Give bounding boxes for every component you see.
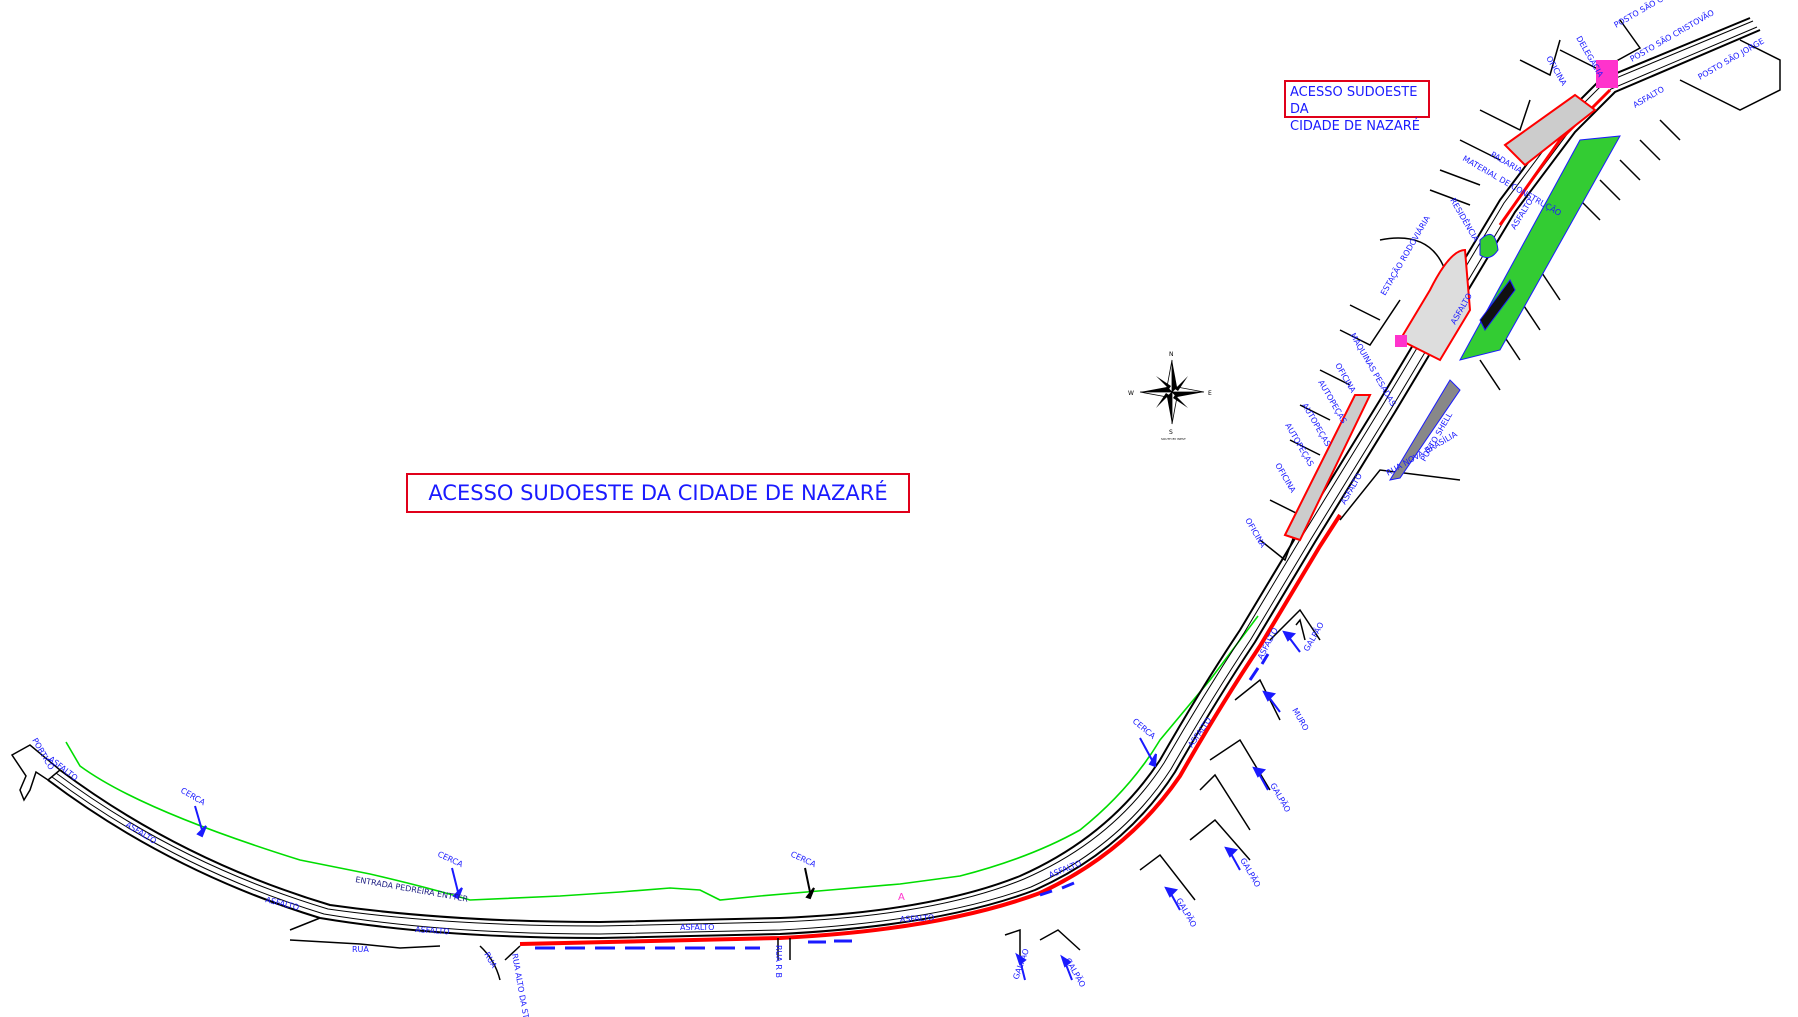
label-autopecas-1: AUTOPEÇAS [1283, 422, 1315, 469]
label-asfalto-13: ASFALTO [1632, 85, 1666, 110]
compass-n: N [1169, 351, 1174, 358]
magenta-markers [1395, 60, 1618, 347]
main-road-inner-north [55, 20, 1754, 927]
label-galpao-5: GALPÃO [1268, 781, 1293, 814]
compass-e: E [1208, 390, 1212, 397]
west-end-portico [10, 744, 62, 802]
label-asfalto-10: ASFALTO [1339, 472, 1364, 506]
label-asfalto-6: ASFALTO [900, 913, 935, 924]
label-rua-1: RUA [352, 945, 369, 954]
label-cerca-4: CERCA [1131, 717, 1158, 741]
compass-rose: N S E W SOUTH BY WEST [1128, 351, 1212, 441]
label-autopecas-3: AUTOPEÇAS [1316, 379, 1348, 426]
label-oficina-4: OFICINA [1544, 55, 1568, 88]
label-estacao-rodoviaria: ESTAÇÃO RODOVIÁRIA [1377, 213, 1432, 297]
main-road-edge-south [47, 29, 1761, 940]
label-oficina-2: OFICINA [1273, 462, 1297, 495]
label-asfalto-5: ASFALTO [680, 923, 714, 932]
plaza-north [1503, 93, 1597, 167]
bus-terminal-area [1398, 248, 1472, 362]
callout-arrows [194, 630, 1301, 981]
black-arrow [804, 867, 815, 900]
compass-caption: SOUTH BY WEST [1161, 437, 1186, 441]
proposed-sidewalk [519, 513, 1342, 946]
label-asfalto-7: ASFALTO [1047, 859, 1082, 880]
label-cerca-3: CERCA [789, 850, 818, 870]
label-autopecas-2: AUTOPEÇAS [1300, 402, 1332, 449]
label-marker-a: A [898, 892, 905, 903]
corner-title: ACESSO SUDOESTE DA CIDADE DE NAZARÉ [1284, 80, 1430, 134]
label-entrada-pedreira: ENTRADA PEDREIRA ENTTER [355, 875, 469, 904]
plaza-south [1283, 394, 1372, 542]
main-road-edge-north [59, 17, 1751, 924]
label-cerca-1: CERCA [179, 786, 207, 807]
main-road-inner-south [51, 26, 1758, 935]
compass-s: S [1169, 429, 1173, 436]
label-muro: MURO [1290, 707, 1310, 733]
green-islands [1388, 135, 1621, 481]
label-asfalto-3: ASFALTO [265, 895, 301, 912]
label-galpao-4: GALPÃO [1238, 856, 1263, 889]
corner-title-line-1: ACESSO SUDOESTE DA [1290, 85, 1418, 117]
label-galpao-3: GALPÃO [1174, 896, 1199, 929]
label-galpao-2: GALPÃO [1063, 956, 1088, 989]
side-streets-south [289, 608, 1321, 981]
label-asfalto-4: ASFALTO [415, 925, 450, 936]
main-title: ACESSO SUDOESTE DA CIDADE DE NAZARÉ [406, 473, 910, 513]
parking-markings [535, 653, 1270, 950]
building-blocks-south [1339, 119, 1681, 521]
label-rua-alto-santa-rita: RUA ALTO DA STA RITA [510, 953, 535, 1017]
label-delegacia: DELEGACIA [1574, 35, 1605, 80]
fence-line [65, 615, 1259, 901]
label-rua-rb: RUA R B [774, 945, 783, 978]
label-galpao-1: GALPÃO [1010, 947, 1030, 981]
corner-title-line-2: CIDADE DE NAZARÉ [1290, 119, 1420, 134]
compass-w: W [1128, 390, 1134, 397]
label-oficina-1: OFICINA [1243, 517, 1267, 550]
label-cerca-2: CERCA [436, 850, 465, 870]
